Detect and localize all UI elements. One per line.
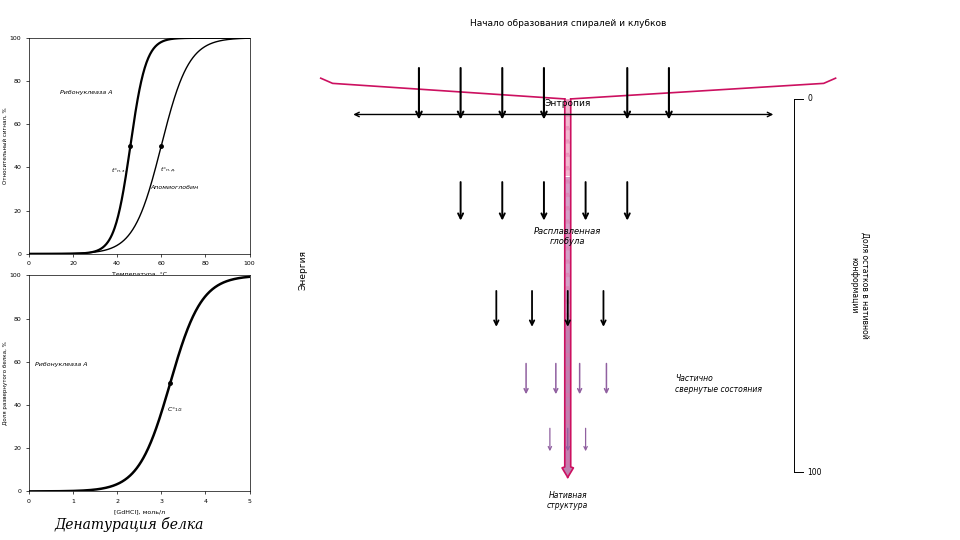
Text: Рибонуклеаза А: Рибонуклеаза А [36, 362, 88, 367]
Y-axis label: Доля развернутого белка, %: Доля развернутого белка, % [3, 341, 8, 426]
Polygon shape [562, 323, 573, 477]
Text: Рибонуклеаза А: Рибонуклеаза А [60, 90, 112, 95]
Text: Начало образования спиралей и клубков: Начало образования спиралей и клубков [469, 19, 666, 28]
Text: Денатурация белка: Денатурация белка [55, 517, 204, 532]
Y-axis label: Относительный сигнал, %: Относительный сигнал, % [3, 107, 8, 184]
Text: Расплавленная
глобула: Расплавленная глобула [534, 227, 601, 246]
Text: $C°_{1/2}$: $C°_{1/2}$ [166, 406, 182, 414]
Text: $t°_{п.д.}$: $t°_{п.д.}$ [159, 166, 177, 175]
X-axis label: Температура, °С: Температура, °С [111, 272, 167, 277]
Polygon shape [564, 99, 570, 176]
Text: 100: 100 [807, 468, 822, 477]
Text: $t°_{п.з.}$: $t°_{п.з.}$ [111, 166, 128, 174]
Text: Апомиоглобин: Апомиоглобин [150, 185, 199, 190]
Text: Энергия: Энергия [299, 250, 307, 290]
X-axis label: [GdHCl], моль/л: [GdHCl], моль/л [113, 510, 165, 515]
Text: Доля остатков в нативной
конформации: Доля остатков в нативной конформации [850, 232, 869, 339]
Text: Частично
свернутые состояния: Частично свернутые состояния [675, 374, 762, 394]
Text: Энтропия: Энтропия [544, 99, 591, 108]
Text: 0: 0 [807, 94, 812, 104]
Text: Нативная
структура: Нативная структура [547, 491, 588, 510]
Polygon shape [564, 177, 570, 322]
